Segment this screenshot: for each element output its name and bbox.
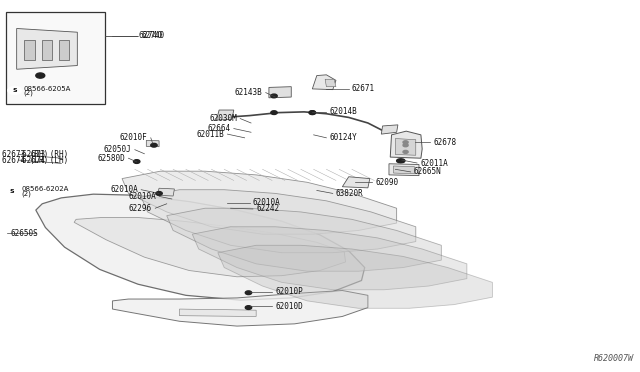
- Text: 62740: 62740: [141, 31, 164, 41]
- Text: 62650S: 62650S: [10, 229, 38, 238]
- Polygon shape: [389, 164, 419, 176]
- FancyBboxPatch shape: [59, 39, 69, 60]
- Text: 62010A: 62010A: [110, 185, 138, 194]
- Text: 62010A: 62010A: [253, 198, 281, 207]
- Text: 62242: 62242: [256, 205, 279, 214]
- Circle shape: [397, 159, 403, 163]
- Circle shape: [403, 144, 408, 147]
- Text: 62740: 62740: [139, 31, 163, 41]
- Text: 62010F: 62010F: [120, 133, 148, 142]
- Polygon shape: [141, 190, 416, 253]
- Circle shape: [8, 86, 22, 94]
- Text: 62678: 62678: [433, 138, 456, 147]
- Text: 62674 (LH): 62674 (LH): [22, 155, 68, 164]
- Text: 62010D: 62010D: [275, 302, 303, 311]
- Polygon shape: [74, 218, 346, 277]
- Text: 62143B: 62143B: [235, 88, 262, 97]
- Polygon shape: [381, 125, 398, 134]
- Text: 62050J: 62050J: [104, 145, 132, 154]
- Polygon shape: [218, 245, 492, 308]
- Polygon shape: [216, 110, 234, 120]
- Text: S: S: [12, 88, 17, 93]
- Text: 62580D: 62580D: [97, 154, 125, 163]
- Text: 62030M: 62030M: [209, 114, 237, 123]
- Text: 62664: 62664: [207, 124, 230, 133]
- Polygon shape: [157, 188, 174, 196]
- Text: 62296: 62296: [129, 204, 152, 213]
- Text: 62673 (RH): 62673 (RH): [2, 150, 48, 159]
- Text: 62014B: 62014B: [330, 108, 357, 116]
- Text: 08566-6205A: 08566-6205A: [24, 86, 71, 92]
- Polygon shape: [325, 79, 336, 87]
- Text: 60124Y: 60124Y: [330, 133, 357, 142]
- Polygon shape: [36, 194, 365, 300]
- Circle shape: [309, 111, 316, 115]
- FancyBboxPatch shape: [42, 39, 52, 60]
- Circle shape: [134, 160, 140, 163]
- Text: 62010A: 62010A: [128, 192, 156, 201]
- Text: (2): (2): [21, 191, 31, 198]
- Polygon shape: [179, 309, 256, 317]
- Text: 62011A: 62011A: [420, 158, 448, 167]
- Circle shape: [271, 111, 277, 115]
- Text: S: S: [10, 189, 15, 194]
- Circle shape: [245, 306, 252, 310]
- Text: 62090: 62090: [376, 178, 399, 187]
- Circle shape: [245, 291, 252, 295]
- Circle shape: [403, 150, 408, 153]
- FancyBboxPatch shape: [24, 39, 35, 60]
- Circle shape: [271, 94, 277, 98]
- Polygon shape: [342, 177, 370, 188]
- Text: 62011B: 62011B: [196, 129, 224, 139]
- Circle shape: [403, 141, 408, 144]
- Polygon shape: [390, 131, 422, 158]
- Text: (2): (2): [24, 90, 33, 96]
- Circle shape: [151, 143, 157, 147]
- Circle shape: [309, 111, 316, 115]
- Polygon shape: [122, 171, 397, 234]
- Circle shape: [156, 192, 163, 195]
- Text: 62673 (RH): 62673 (RH): [22, 150, 68, 159]
- Polygon shape: [396, 138, 416, 155]
- Polygon shape: [394, 166, 415, 174]
- Circle shape: [399, 159, 405, 163]
- Text: 62010P: 62010P: [275, 287, 303, 296]
- Text: 62674 (LH): 62674 (LH): [2, 155, 48, 164]
- Polygon shape: [147, 140, 159, 147]
- Polygon shape: [192, 227, 467, 290]
- Circle shape: [36, 73, 45, 78]
- FancyBboxPatch shape: [6, 12, 105, 105]
- Polygon shape: [312, 75, 336, 90]
- Text: 62665N: 62665N: [414, 167, 442, 176]
- Text: 63820R: 63820R: [336, 189, 364, 198]
- Polygon shape: [167, 208, 442, 271]
- Text: R620007W: R620007W: [594, 354, 634, 363]
- Polygon shape: [113, 291, 368, 326]
- Text: 08566-6202A: 08566-6202A: [21, 186, 68, 192]
- Circle shape: [5, 187, 19, 196]
- Text: 62671: 62671: [352, 84, 375, 93]
- Polygon shape: [17, 29, 77, 69]
- Polygon shape: [269, 87, 291, 98]
